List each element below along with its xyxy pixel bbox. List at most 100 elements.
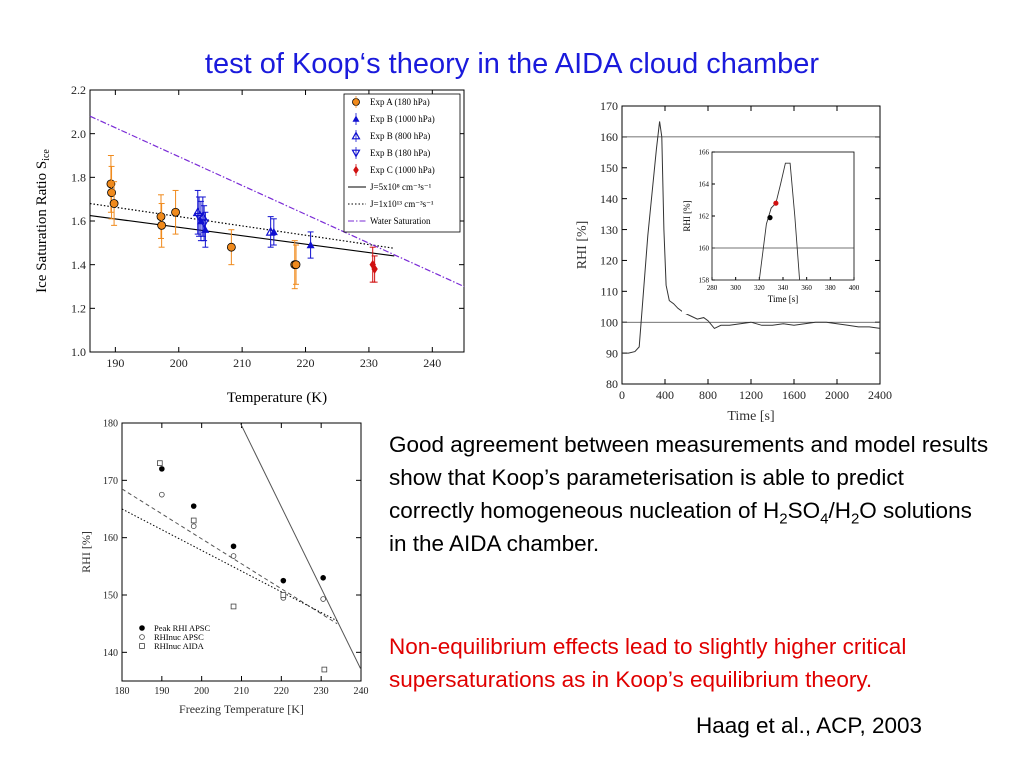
data-point [159,491,165,498]
y-tick-label: 140 [103,648,118,659]
x-tick-label: 200 [170,356,188,370]
y-tick-label: 1.6 [71,214,86,228]
data-point [171,207,180,217]
inset-y-tick-label: 158 [699,277,710,285]
y-tick-label: 1.0 [71,345,86,359]
y-tick-label: 170 [600,99,618,113]
x-tick-label: 1600 [782,388,806,402]
inset-x-tick-label: 360 [801,284,812,292]
y-tick-label: 120 [600,254,618,268]
inset-x-tick-label: 280 [707,284,718,292]
legend-label: Water Saturation [370,216,431,226]
desc-sub: 2 [779,510,788,528]
data-point [320,596,326,602]
desc-sub: 4 [820,510,829,528]
legend-label: Exp C (1000 hPa) [370,165,435,175]
y-axis-label: RHI [%] [79,531,93,573]
inset-series-line [758,162,854,281]
legend-label: RHInuc APSC [154,632,204,642]
x-axis-label: Freezing Temperature [K] [179,702,304,716]
inset-x-tick-label: 320 [754,284,765,292]
legend-marker [139,625,145,631]
desc-part: SO [787,498,821,523]
x-axis-label: Time [s] [727,409,774,424]
model-line [122,488,338,625]
x-tick-label: 2000 [825,388,849,402]
inset-y-tick-label: 160 [699,245,710,253]
x-tick-label: 230 [314,686,329,697]
x-tick-label: 800 [699,388,717,402]
x-tick-label: 220 [274,686,289,697]
desc-part: /H [828,498,851,523]
data-point [371,264,378,274]
data-point [199,219,210,229]
x-tick-label: 1200 [739,388,763,402]
y-tick-label: 110 [600,285,618,299]
data-point [230,543,237,550]
inset-x-tick-label: 380 [825,284,836,292]
slide-title: test of Koop‘s theory in the AIDA cloud … [204,48,820,80]
x-tick-label: 210 [234,686,249,697]
data-point [190,517,197,524]
y-tick-label: 2.0 [71,127,86,141]
citation: Haag et al., ACP, 2003 [696,713,922,738]
legend-label: Exp B (800 hPa) [370,131,430,141]
x-tick-label: 400 [656,388,674,402]
ice-saturation-chart: 190 200 210 220 230 240 1.0 1.2 1.4 1.6 1.8 2.0 2.2 T… [32,80,480,410]
y-tick-label: 160 [103,533,118,544]
y-tick-label: 2.2 [71,83,86,97]
y-axis-label: Ice Saturation Ratio Sice [34,149,52,293]
legend-label: Exp A (180 hPa) [370,97,430,107]
inset-x-tick-label: 340 [778,284,789,292]
inset-x-tick-label: 300 [730,284,741,292]
legend-marker [139,643,145,649]
data-point [280,577,287,584]
legend-label: Exp B (1000 hPa) [370,114,435,124]
data-point [156,212,166,222]
x-tick-label: 210 [233,356,251,370]
model-line [89,115,465,288]
x-tick-label: 2400 [868,388,892,402]
x-tick-label: 230 [360,356,378,370]
data-point [194,212,205,222]
data-point [109,199,119,208]
y-axis-label: RHI [%] [575,221,590,270]
data-point [190,523,197,529]
x-tick-label: 180 [115,686,130,697]
y-tick-label: 160 [600,130,618,144]
data-point [291,260,301,270]
rhi-freezing-chart-svg: 180 190 200 210 220 230 240 140 150 160 170 180 Free… [79,419,369,717]
data-point [157,220,167,230]
description-text: Good agreement between measurements and … [389,428,989,560]
x-axis-label: Temperature (K) [227,390,327,406]
data-point [321,666,328,673]
data-point [157,460,163,466]
rhi-time-chart: 0 400 800 1200 1600 2000 2400 80 90 100 110 120 130 1… [570,96,900,426]
x-tick-label: 0 [619,388,625,402]
y-tick-label: 130 [600,223,618,237]
x-tick-label: 200 [194,686,209,697]
inset-marker [767,215,773,221]
y-tick-label: 180 [103,419,118,430]
desc-part: O solutions in the AIDA chamber. [389,498,972,556]
y-tick-label: 140 [600,192,618,206]
rhi-series-line [622,121,881,354]
desc-sub: 2 [850,510,860,528]
desc-part: Good agreement between measurements and … [389,432,989,523]
x-tick-label: 240 [354,686,369,697]
ice-saturation-chart-svg: 190 200 210 220 230 240 1.0 1.2 1.4 1.6 1.8 2.0 2.2 T… [34,83,465,406]
x-tick-label: 190 [106,356,124,370]
data-point [306,241,315,249]
x-tick-label: 190 [154,686,169,697]
y-tick-label: 170 [103,476,118,487]
model-line [122,508,338,622]
rhi-freezing-chart: 180 190 200 210 220 230 240 140 150 160 170 180 Free… [78,413,378,723]
y-tick-label: 90 [606,346,618,360]
inset-x-axis-label: Time [s] [768,294,798,304]
y-tick-label: 150 [103,591,118,602]
legend-label: J=5x10⁸ cm⁻³s⁻¹ [370,182,432,192]
plot-area [122,423,361,670]
data-point [107,188,116,198]
y-tick-label: 80 [606,377,618,391]
data-point [201,225,210,233]
